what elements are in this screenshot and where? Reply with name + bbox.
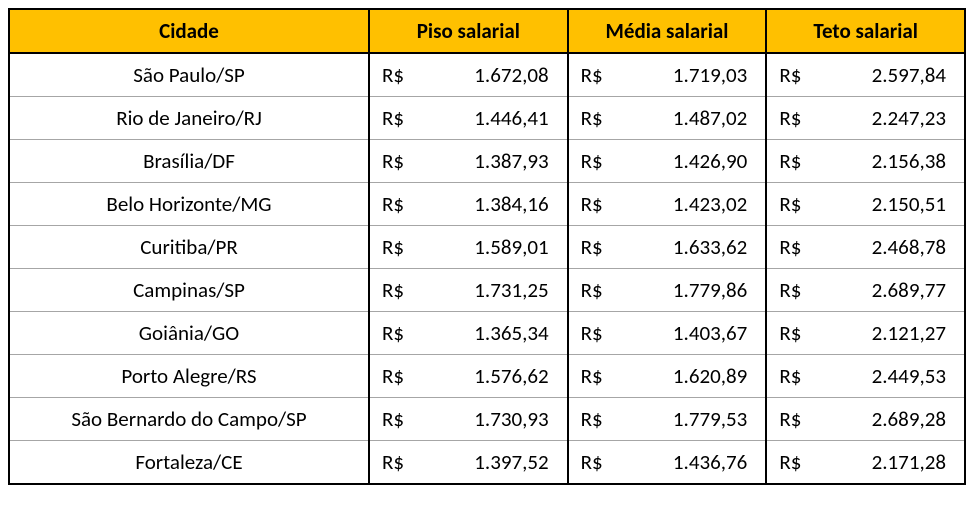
currency-label: R$ xyxy=(369,269,425,312)
cidade-cell: Belo Horizonte/MG xyxy=(9,183,369,226)
teto-value: 2.156,38 xyxy=(822,140,965,183)
piso-value: 1.384,16 xyxy=(425,183,568,226)
cidade-cell: Porto Alegre/RS xyxy=(9,355,369,398)
table-header: Cidade Piso salarial Média salarial Teto… xyxy=(9,9,965,53)
currency-label: R$ xyxy=(568,398,624,441)
currency-label: R$ xyxy=(766,269,822,312)
cidade-cell: Goiânia/GO xyxy=(9,312,369,355)
currency-label: R$ xyxy=(568,355,624,398)
table-row: Goiânia/GOR$1.365,34R$1.403,67R$2.121,27 xyxy=(9,312,965,355)
currency-label: R$ xyxy=(568,441,624,485)
piso-value: 1.576,62 xyxy=(425,355,568,398)
currency-label: R$ xyxy=(369,441,425,485)
media-value: 1.779,86 xyxy=(624,269,767,312)
piso-value: 1.672,08 xyxy=(425,53,568,97)
table-row: Rio de Janeiro/RJR$1.446,41R$1.487,02R$2… xyxy=(9,97,965,140)
currency-label: R$ xyxy=(568,183,624,226)
piso-value: 1.387,93 xyxy=(425,140,568,183)
currency-label: R$ xyxy=(766,398,822,441)
teto-value: 2.689,77 xyxy=(822,269,965,312)
table-row: Porto Alegre/RSR$1.576,62R$1.620,89R$2.4… xyxy=(9,355,965,398)
media-value: 1.403,67 xyxy=(624,312,767,355)
currency-label: R$ xyxy=(766,441,822,485)
currency-label: R$ xyxy=(369,312,425,355)
header-teto: Teto salarial xyxy=(766,9,965,53)
media-value: 1.423,02 xyxy=(624,183,767,226)
currency-label: R$ xyxy=(568,269,624,312)
table-row: Brasília/DFR$1.387,93R$1.426,90R$2.156,3… xyxy=(9,140,965,183)
currency-label: R$ xyxy=(369,355,425,398)
cidade-cell: Campinas/SP xyxy=(9,269,369,312)
table-row: São Bernardo do Campo/SPR$1.730,93R$1.77… xyxy=(9,398,965,441)
currency-label: R$ xyxy=(568,53,624,97)
cidade-cell: Fortaleza/CE xyxy=(9,441,369,485)
table-row: São Paulo/SPR$1.672,08R$1.719,03R$2.597,… xyxy=(9,53,965,97)
media-value: 1.633,62 xyxy=(624,226,767,269)
piso-value: 1.446,41 xyxy=(425,97,568,140)
currency-label: R$ xyxy=(369,226,425,269)
teto-value: 2.150,51 xyxy=(822,183,965,226)
table-row: Campinas/SPR$1.731,25R$1.779,86R$2.689,7… xyxy=(9,269,965,312)
header-cidade: Cidade xyxy=(9,9,369,53)
media-value: 1.620,89 xyxy=(624,355,767,398)
currency-label: R$ xyxy=(766,183,822,226)
teto-value: 2.597,84 xyxy=(822,53,965,97)
currency-label: R$ xyxy=(568,226,624,269)
teto-value: 2.689,28 xyxy=(822,398,965,441)
table-row: Fortaleza/CER$1.397,52R$1.436,76R$2.171,… xyxy=(9,441,965,485)
currency-label: R$ xyxy=(369,183,425,226)
header-row: Cidade Piso salarial Média salarial Teto… xyxy=(9,9,965,53)
currency-label: R$ xyxy=(766,355,822,398)
currency-label: R$ xyxy=(369,140,425,183)
media-value: 1.779,53 xyxy=(624,398,767,441)
piso-value: 1.397,52 xyxy=(425,441,568,485)
cidade-cell: Curitiba/PR xyxy=(9,226,369,269)
table-row: Curitiba/PRR$1.589,01R$1.633,62R$2.468,7… xyxy=(9,226,965,269)
salary-table: Cidade Piso salarial Média salarial Teto… xyxy=(8,8,966,485)
currency-label: R$ xyxy=(568,140,624,183)
media-value: 1.426,90 xyxy=(624,140,767,183)
media-value: 1.436,76 xyxy=(624,441,767,485)
currency-label: R$ xyxy=(766,226,822,269)
media-value: 1.719,03 xyxy=(624,53,767,97)
cidade-cell: Brasília/DF xyxy=(9,140,369,183)
header-piso: Piso salarial xyxy=(369,9,568,53)
currency-label: R$ xyxy=(766,97,822,140)
currency-label: R$ xyxy=(369,97,425,140)
teto-value: 2.247,23 xyxy=(822,97,965,140)
header-media: Média salarial xyxy=(568,9,767,53)
cidade-cell: São Bernardo do Campo/SP xyxy=(9,398,369,441)
piso-value: 1.589,01 xyxy=(425,226,568,269)
media-value: 1.487,02 xyxy=(624,97,767,140)
teto-value: 2.171,28 xyxy=(822,441,965,485)
currency-label: R$ xyxy=(568,97,624,140)
currency-label: R$ xyxy=(766,53,822,97)
table-body: São Paulo/SPR$1.672,08R$1.719,03R$2.597,… xyxy=(9,53,965,484)
currency-label: R$ xyxy=(766,312,822,355)
currency-label: R$ xyxy=(369,53,425,97)
cidade-cell: São Paulo/SP xyxy=(9,53,369,97)
piso-value: 1.365,34 xyxy=(425,312,568,355)
piso-value: 1.731,25 xyxy=(425,269,568,312)
teto-value: 2.449,53 xyxy=(822,355,965,398)
table-row: Belo Horizonte/MGR$1.384,16R$1.423,02R$2… xyxy=(9,183,965,226)
teto-value: 2.468,78 xyxy=(822,226,965,269)
piso-value: 1.730,93 xyxy=(425,398,568,441)
currency-label: R$ xyxy=(369,398,425,441)
teto-value: 2.121,27 xyxy=(822,312,965,355)
currency-label: R$ xyxy=(568,312,624,355)
cidade-cell: Rio de Janeiro/RJ xyxy=(9,97,369,140)
currency-label: R$ xyxy=(766,140,822,183)
